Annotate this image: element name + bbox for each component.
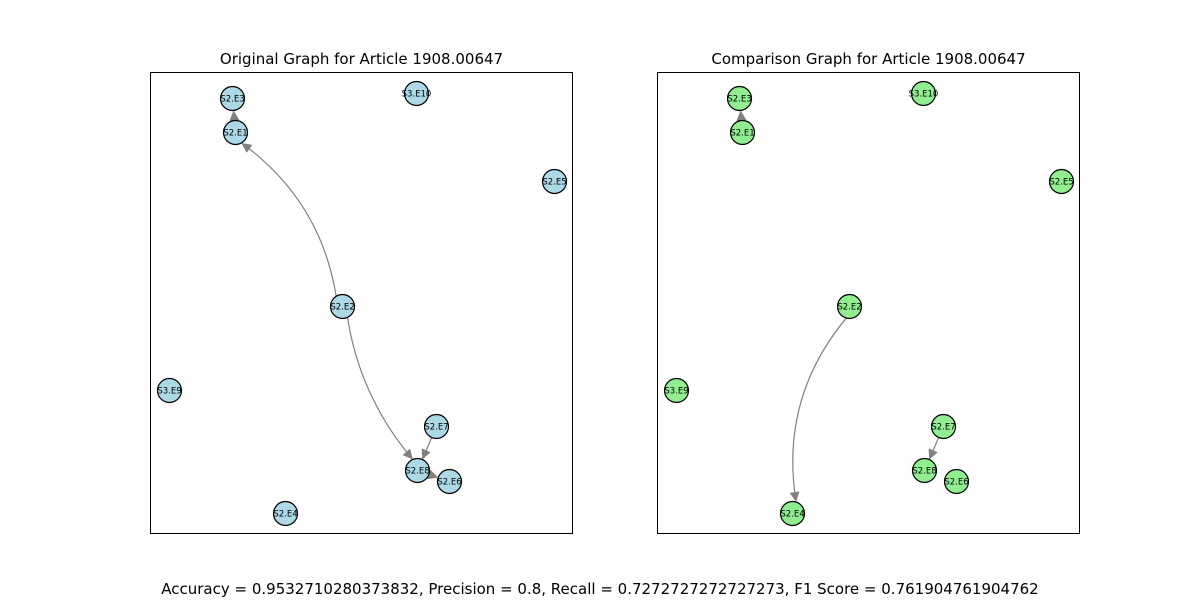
node-circle (911, 457, 938, 484)
node-s2-e5: S2.E5 (1048, 168, 1075, 195)
node-label: S2.E3 (727, 95, 751, 105)
node-circle (729, 119, 756, 146)
node-circle (910, 80, 937, 107)
node-label: S2.E2 (330, 303, 354, 313)
comparison-graph-title: Comparison Graph for Article 1908.00647 (711, 50, 1025, 68)
node-circle (404, 457, 431, 484)
node-label: S2.E6 (944, 478, 968, 488)
original-graph-nodes: S2.E3 S3.E10 S2.E1 S2.E5 S2.E2 S3.E9 S2.E7 S2.E… (156, 80, 568, 527)
node-s3-e9: S3.E9 (156, 377, 183, 404)
node-label: S3.E9 (664, 387, 688, 397)
node-label: S2.E5 (542, 178, 566, 188)
node-s2-e6: S2.E6 (436, 468, 463, 495)
node-label: S2.E2 (837, 303, 861, 313)
node-circle (222, 119, 249, 146)
node-label: S2.E5 (1049, 178, 1073, 188)
edge-s2-e1-to-s2-e3 (229, 110, 240, 121)
node-circle (423, 413, 450, 440)
node-circle (663, 377, 690, 404)
node-s2-e4: S2.E4 (779, 500, 806, 527)
node-label: S2.E3 (220, 95, 244, 105)
node-s2-e6: S2.E6 (943, 468, 970, 495)
node-label: S2.E4 (273, 510, 297, 520)
edge-s2-e8-to-s2-e6 (427, 469, 439, 480)
node-label: S3.E10 (402, 90, 432, 100)
node-s2-e7: S2.E7 (423, 413, 450, 440)
node-label: S2.E1 (730, 129, 754, 139)
original-graph-edges (229, 110, 439, 480)
node-label: S2.E7 (424, 423, 448, 433)
node-label: S2.E8 (912, 467, 936, 477)
node-circle (272, 500, 299, 527)
node-circle (930, 413, 957, 440)
original-graph-title: Original Graph for Article 1908.00647 (220, 50, 503, 68)
node-s2-e2: S2.E2 (836, 293, 863, 320)
node-s3-e9: S3.E9 (663, 377, 690, 404)
comparison-graph-panel: Comparison Graph for Article 1908.00647 … (657, 50, 1080, 534)
node-s2-e2: S2.E2 (329, 293, 356, 320)
edge-s2-e2-to-s2-e4 (789, 317, 847, 502)
node-s2-e1: S2.E1 (729, 119, 756, 146)
node-circle (219, 85, 246, 112)
node-s2-e8: S2.E8 (404, 457, 431, 484)
node-circle (726, 85, 753, 112)
node-circle (156, 377, 183, 404)
node-label: S3.E10 (909, 90, 939, 100)
node-label: S2.E6 (437, 478, 461, 488)
node-circle (1048, 168, 1075, 195)
node-s2-e7: S2.E7 (930, 413, 957, 440)
edge-s2-e7-to-s2-e8 (928, 437, 940, 460)
node-label: S2.E8 (405, 467, 429, 477)
node-s2-e5: S2.E5 (541, 168, 568, 195)
node-s2-e8: S2.E8 (911, 457, 938, 484)
node-circle (836, 293, 863, 320)
node-circle (329, 293, 356, 320)
original-graph-frame (150, 72, 573, 534)
node-label: S2.E4 (780, 510, 804, 520)
node-circle (403, 80, 430, 107)
node-label: S2.E1 (223, 129, 247, 139)
node-s3-e10: S3.E10 (402, 80, 432, 107)
original-graph-panel: Original Graph for Article 1908.00647 S2… (150, 50, 573, 534)
comparison-graph-edges (736, 110, 940, 502)
node-label: S2.E7 (931, 423, 955, 433)
comparison-graph-frame (657, 72, 1080, 534)
node-s3-e10: S3.E10 (909, 80, 939, 107)
edge-s2-e2-to-s2-e8 (346, 317, 413, 460)
edge-s2-e7-to-s2-e8 (421, 437, 433, 460)
edge-s2-e1-to-s2-e3 (736, 110, 747, 121)
node-s2-e4: S2.E4 (272, 500, 299, 527)
node-label: S3.E9 (157, 387, 181, 397)
edge-s2-e2-to-s2-e1 (241, 142, 337, 297)
node-circle (436, 468, 463, 495)
node-circle (779, 500, 806, 527)
node-circle (943, 468, 970, 495)
node-s2-e1: S2.E1 (222, 119, 249, 146)
comparison-graph-nodes: S2.E3 S3.E10 S2.E1 S2.E5 S2.E2 S3.E9 S2.E7 S2.E… (663, 80, 1075, 527)
node-s2-e3: S2.E3 (726, 85, 753, 112)
node-s2-e3: S2.E3 (219, 85, 246, 112)
metrics-summary: Accuracy = 0.9532710280373832, Precision… (161, 580, 1038, 598)
node-circle (541, 168, 568, 195)
